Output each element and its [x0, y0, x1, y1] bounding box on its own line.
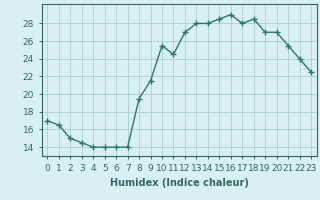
X-axis label: Humidex (Indice chaleur): Humidex (Indice chaleur) — [110, 178, 249, 188]
